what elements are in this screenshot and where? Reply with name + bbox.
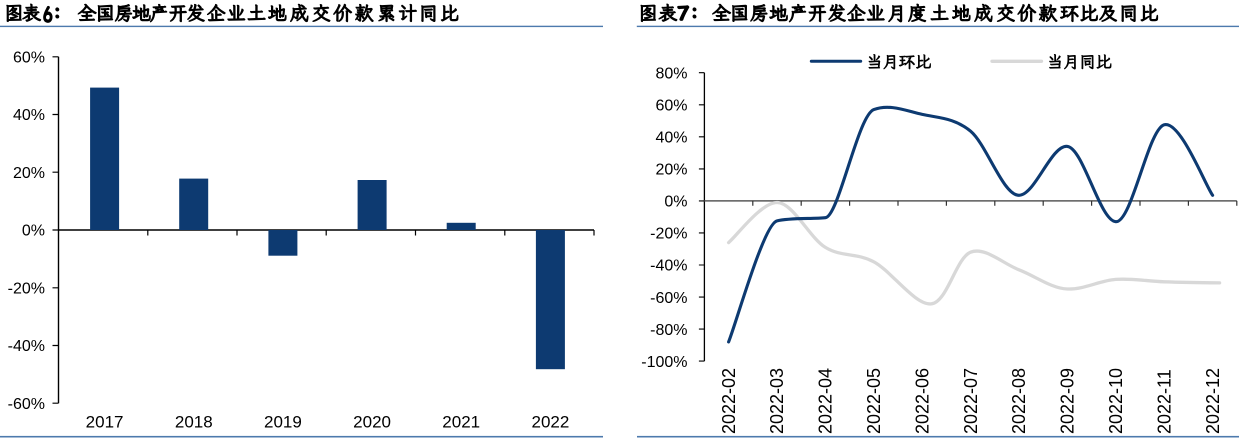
svg-text:60%: 60% xyxy=(13,50,45,67)
svg-text:-40%: -40% xyxy=(650,258,687,275)
svg-text:2022-09: 2022-09 xyxy=(1058,368,1078,434)
svg-text:2022-11: 2022-11 xyxy=(1154,369,1174,434)
svg-text:2022-08: 2022-08 xyxy=(1009,368,1029,434)
svg-text:2022-07: 2022-07 xyxy=(961,368,981,434)
svg-text:40%: 40% xyxy=(655,130,687,147)
svg-text:2022: 2022 xyxy=(531,413,569,432)
svg-text:20%: 20% xyxy=(13,165,45,182)
svg-text:2022-04: 2022-04 xyxy=(816,368,836,434)
svg-text:40%: 40% xyxy=(13,107,45,124)
svg-text:60%: 60% xyxy=(655,98,687,115)
svg-text:80%: 80% xyxy=(655,65,687,82)
svg-text:2021: 2021 xyxy=(442,413,480,432)
svg-text:2018: 2018 xyxy=(175,413,213,432)
svg-text:-80%: -80% xyxy=(650,322,687,339)
svg-text:-100%: -100% xyxy=(641,354,687,371)
svg-text:0%: 0% xyxy=(22,223,45,240)
svg-text:2019: 2019 xyxy=(264,413,302,432)
svg-text:-60%: -60% xyxy=(650,290,687,307)
svg-text:0%: 0% xyxy=(664,194,687,211)
svg-text:2017: 2017 xyxy=(86,413,124,432)
svg-text:2022-05: 2022-05 xyxy=(864,368,884,434)
svg-text:2022-06: 2022-06 xyxy=(912,368,932,434)
svg-text:2022-12: 2022-12 xyxy=(1203,368,1223,434)
svg-text:20%: 20% xyxy=(655,162,687,179)
svg-text:-20%: -20% xyxy=(8,280,45,297)
svg-text:2022-10: 2022-10 xyxy=(1106,368,1126,434)
svg-text:2022-03: 2022-03 xyxy=(767,368,787,434)
svg-text:2020: 2020 xyxy=(353,413,391,432)
svg-text:-20%: -20% xyxy=(650,226,687,243)
svg-text:-40%: -40% xyxy=(8,338,45,355)
svg-text:-60%: -60% xyxy=(8,396,45,413)
svg-text:2022-02: 2022-02 xyxy=(719,368,739,434)
